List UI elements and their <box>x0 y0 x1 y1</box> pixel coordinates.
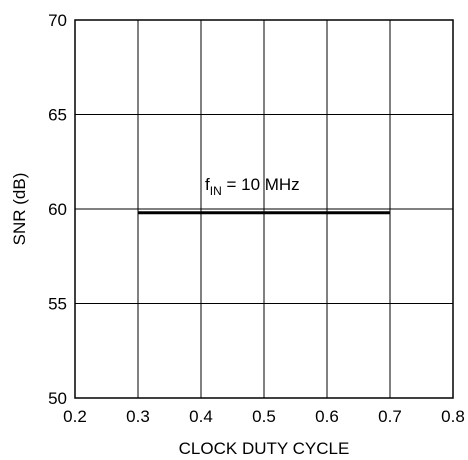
x-tick-label: 0.6 <box>315 407 339 426</box>
x-tick-label: 0.7 <box>378 407 402 426</box>
frequency-annotation: fIN = 10 MHz <box>205 175 300 198</box>
y-tick-label: 55 <box>48 295 67 314</box>
annotation-value: = 10 MHz <box>222 175 300 194</box>
annotation-subscript: IN <box>210 184 222 198</box>
y-tick-label: 65 <box>48 106 67 125</box>
annotation-f: f <box>205 175 210 194</box>
y-axis-label: SNR (dB) <box>10 173 29 246</box>
y-tick-label: 60 <box>48 200 67 219</box>
x-tick-label: 0.5 <box>252 407 276 426</box>
y-tick-label: 70 <box>48 11 67 30</box>
x-tick-label: 0.8 <box>441 407 465 426</box>
grid <box>75 20 453 398</box>
x-axis-label: CLOCK DUTY CYCLE <box>179 439 350 458</box>
x-tick-label: 0.3 <box>126 407 150 426</box>
y-tick-labels: 50 55 60 65 70 <box>48 11 67 408</box>
plot-frame <box>74 19 454 399</box>
y-tick-label: 50 <box>48 389 67 408</box>
x-tick-labels: 0.2 0.3 0.4 0.5 0.6 0.7 0.8 <box>63 407 465 426</box>
x-tick-label: 0.2 <box>63 407 87 426</box>
x-tick-label: 0.4 <box>189 407 213 426</box>
